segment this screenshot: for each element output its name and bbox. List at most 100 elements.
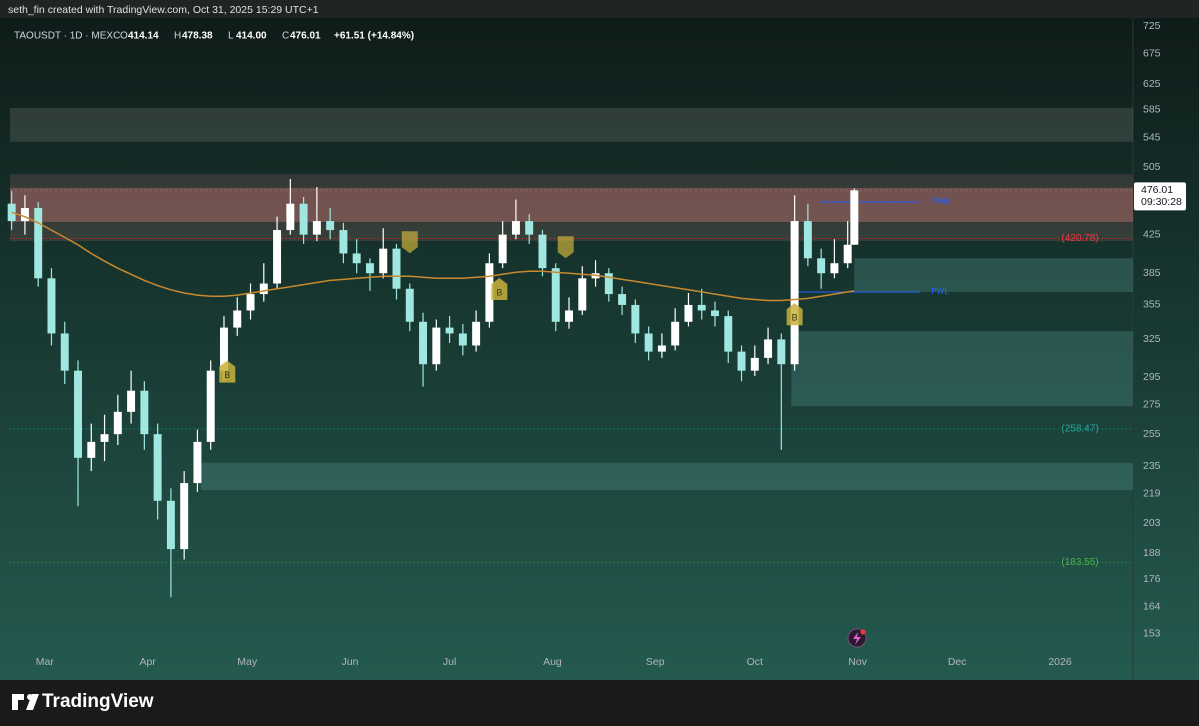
last-price: 476.01 xyxy=(1141,184,1173,196)
candle-body xyxy=(671,321,680,346)
candle-body xyxy=(339,230,348,254)
x-tick-label: Jun xyxy=(342,656,359,668)
y-tick-label: 625 xyxy=(1143,78,1161,90)
candle-body xyxy=(193,441,202,484)
candle-body xyxy=(843,244,852,264)
y-tick-label: 355 xyxy=(1143,299,1161,311)
candle-body xyxy=(259,283,268,295)
candle-body xyxy=(273,230,282,284)
candle-body xyxy=(127,390,136,412)
candle-body xyxy=(578,278,587,311)
candle-body xyxy=(220,327,228,371)
candle-body xyxy=(326,221,335,231)
y-tick-label: 585 xyxy=(1143,104,1161,116)
level-label: (183.55) xyxy=(1061,557,1098,568)
candle-body xyxy=(657,345,666,352)
ohlc-key: C xyxy=(282,31,289,42)
x-tick-label: Aug xyxy=(543,656,562,668)
x-tick-label: Mar xyxy=(36,656,55,668)
buy-signal xyxy=(219,360,236,383)
candle-body xyxy=(7,203,16,222)
x-tick-label: Sep xyxy=(646,656,665,668)
candle-body xyxy=(405,288,414,322)
logo-text: TradingView xyxy=(42,691,154,712)
candle-body xyxy=(180,483,189,550)
chart-area xyxy=(0,18,1199,680)
x-tick-label: Dec xyxy=(948,656,967,668)
candle-body xyxy=(458,333,467,346)
level-label: (420.78) xyxy=(1061,233,1098,244)
candle-body xyxy=(206,370,215,442)
x-tick-label: 2026 xyxy=(1048,656,1072,668)
candle-body xyxy=(140,390,149,435)
y-tick-label: 675 xyxy=(1143,48,1161,60)
plot xyxy=(7,107,1133,598)
candle-body xyxy=(724,316,733,352)
candle-body xyxy=(100,434,109,442)
candle-body xyxy=(365,263,374,274)
last-price-box xyxy=(1134,182,1186,211)
buy-signal-label: B xyxy=(792,313,798,323)
candle-body xyxy=(34,207,43,279)
candle-body xyxy=(511,221,520,235)
candle-body xyxy=(551,268,560,322)
candle-body xyxy=(850,190,859,245)
candle-body xyxy=(684,304,693,322)
zone xyxy=(10,187,1133,222)
candle-body xyxy=(299,203,308,235)
ohlc-value: 476.01 xyxy=(290,31,321,42)
candle-body xyxy=(60,333,69,371)
candle-body xyxy=(525,221,534,235)
y-tick-label: 255 xyxy=(1143,428,1161,440)
x-tick-label: May xyxy=(237,656,258,668)
candle-body xyxy=(711,310,719,317)
y-tick-label: 235 xyxy=(1143,460,1161,472)
buy-signal xyxy=(786,303,803,326)
ohlc-key: L xyxy=(228,31,234,42)
candle-body xyxy=(392,248,401,289)
candle-body xyxy=(472,321,481,346)
ohlc-value: 478.38 xyxy=(182,31,213,42)
candle-body xyxy=(604,273,613,295)
candle-body xyxy=(644,333,653,352)
ohlc-value: 414.00 xyxy=(236,31,267,42)
candle-body xyxy=(498,234,507,264)
y-tick-label: 295 xyxy=(1143,371,1161,383)
alert-icon xyxy=(847,628,867,648)
y-tick-label: 203 xyxy=(1143,517,1161,529)
candle-body xyxy=(737,351,746,371)
y-tick-label: 725 xyxy=(1143,20,1161,32)
candle-body xyxy=(750,357,759,371)
candle-body xyxy=(445,327,454,334)
candle-body xyxy=(246,294,255,311)
y-tick-label: 505 xyxy=(1143,161,1161,173)
y-tick-label: 176 xyxy=(1143,573,1161,585)
candle-body xyxy=(87,441,96,458)
zone xyxy=(791,331,1133,407)
countdown: 09:30:28 xyxy=(1141,196,1182,208)
y-tick-label: 425 xyxy=(1143,228,1161,240)
zone xyxy=(10,107,1133,142)
candle-body xyxy=(47,278,56,334)
candle-body xyxy=(233,310,242,328)
zone xyxy=(10,174,1133,242)
candle-body xyxy=(379,248,388,274)
y-tick-label: 153 xyxy=(1143,627,1161,639)
candle-body xyxy=(113,411,122,435)
weekly-level-label: PWL xyxy=(931,287,949,296)
candle-body xyxy=(764,339,773,358)
candle-body xyxy=(166,500,175,550)
symbol: TAOUSDT · 1D · MEXC xyxy=(14,31,120,42)
buy-signal xyxy=(491,277,508,300)
candle-body xyxy=(803,221,812,259)
candle-body xyxy=(312,221,321,235)
x-tick-label: Oct xyxy=(747,656,763,668)
ohlc-value: 414.14 xyxy=(128,31,159,42)
candle-body xyxy=(565,310,573,322)
credit: seth_fin created with TradingView.com, O… xyxy=(8,4,319,16)
candle-body xyxy=(538,234,547,269)
candle-body xyxy=(697,304,706,311)
candle-body xyxy=(153,434,162,501)
level-label: (258.47) xyxy=(1061,424,1098,435)
candle-body xyxy=(618,294,627,305)
